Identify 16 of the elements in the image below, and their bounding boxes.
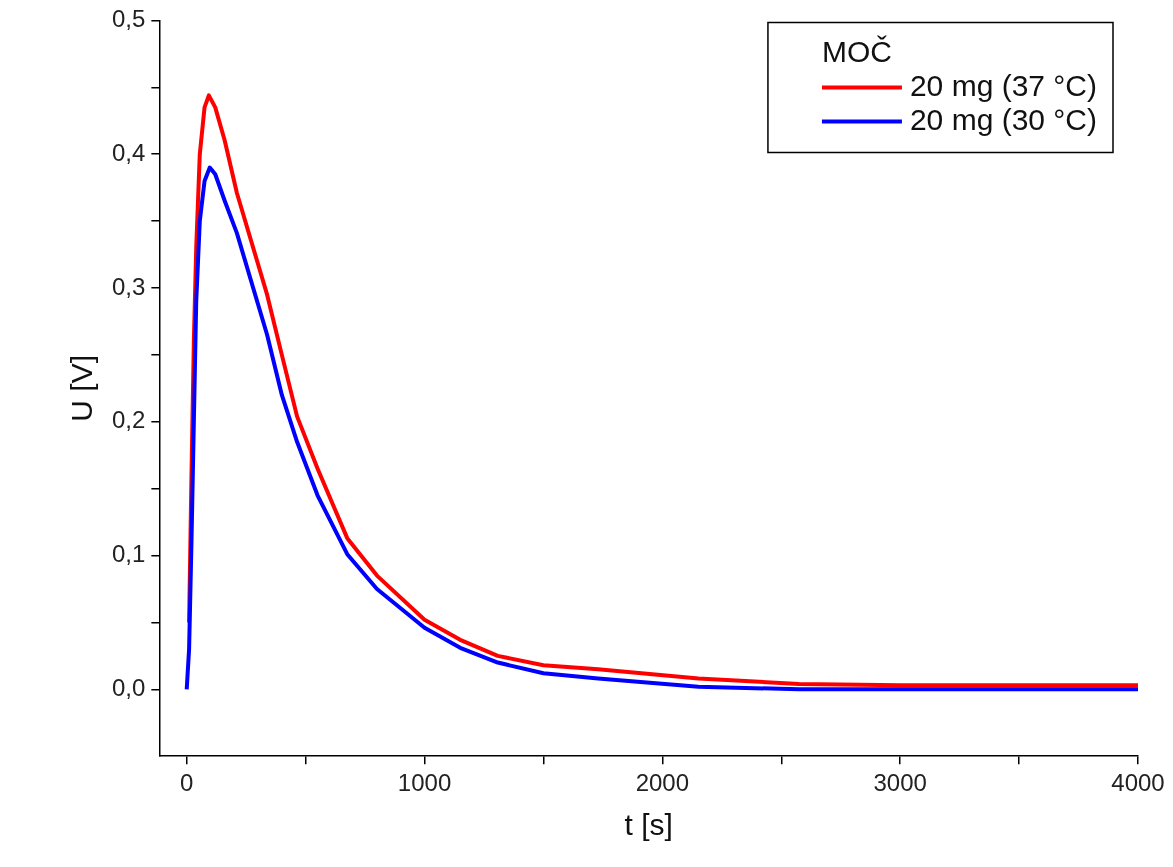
legend-label: 20 mg (37 °C)	[909, 68, 1097, 102]
y-tick-label: 0,2	[111, 406, 146, 434]
legend-label: 20 mg (30 °C)	[909, 102, 1097, 136]
y-tick-label: 0,4	[111, 138, 146, 166]
x-tick-label: 3000	[873, 769, 927, 797]
x-tick-label: 4000	[1111, 769, 1165, 797]
y-tick-label: 0,3	[111, 272, 146, 300]
y-axis-title: U [V]	[65, 354, 99, 422]
x-axis-title: t [s]	[624, 808, 673, 842]
x-tick-label: 1000	[397, 769, 452, 797]
y-tick-label: 0,5	[111, 5, 146, 33]
legend-title: MOČ	[821, 34, 892, 68]
y-tick-label: 0,0	[111, 673, 146, 701]
x-tick-label: 2000	[635, 769, 690, 797]
x-tick-label: 0	[180, 769, 194, 797]
y-tick-label: 0,1	[111, 540, 146, 568]
